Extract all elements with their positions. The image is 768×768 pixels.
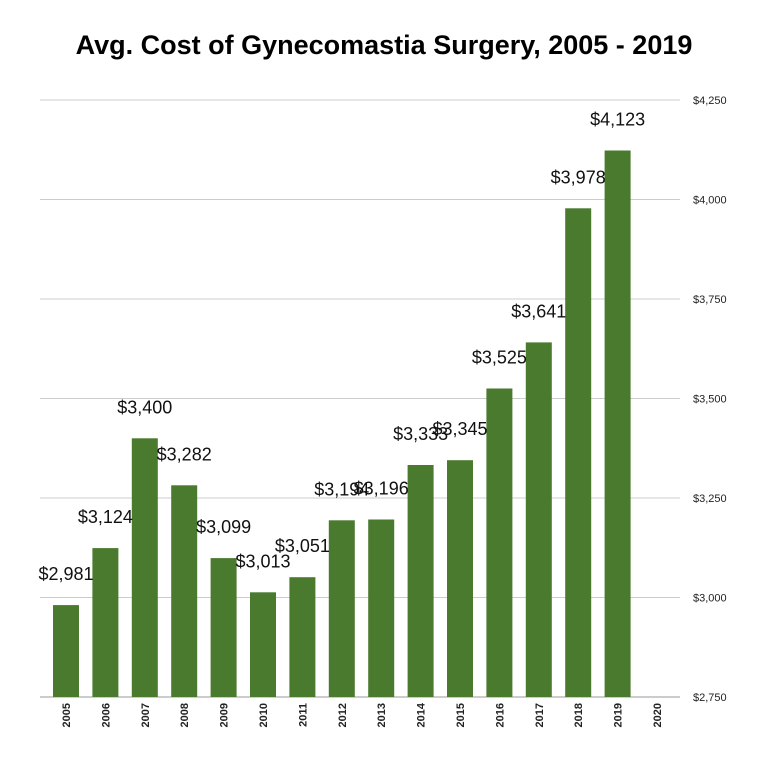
bar-2005 [53,605,79,697]
data-label-2019: $4,123 [590,110,645,130]
chart-title: Avg. Cost of Gynecomastia Surgery, 2005 … [75,30,693,60]
y-tick-label: $3,000 [693,593,727,605]
bar-2007 [131,438,158,697]
x-tick-label-2016: 2016 [494,703,506,727]
bars [53,150,631,698]
data-label-2011: $3,051 [275,536,330,556]
bar-2017 [525,342,552,697]
data-label-2006: $3,124 [78,507,133,527]
bar-2016 [486,388,513,697]
x-tick-label-2008: 2008 [179,703,191,727]
data-label-2015: $3,345 [432,419,487,439]
y-tick-label: $3,250 [693,493,727,505]
bar-2008 [171,485,198,697]
y-tick-label: $4,250 [693,95,727,107]
x-tick-label-2014: 2014 [416,702,428,727]
bar-2015 [447,460,473,697]
bar-2018 [565,208,592,698]
data-label-2008: $3,282 [157,444,212,464]
data-label-2009: $3,099 [196,517,251,537]
bar-2010 [250,592,276,697]
data-label-2018: $3,978 [551,167,606,187]
x-tick-label-2005: 2005 [61,703,73,727]
x-tick-label-2011: 2011 [297,703,309,727]
data-label-2007: $3,400 [117,397,172,417]
y-tick-label: $4,000 [693,195,727,207]
data-label-2012: $3,194 [314,479,369,499]
bar-2009 [210,558,237,697]
x-tick-label-2018: 2018 [573,703,585,727]
x-tick-label-2009: 2009 [219,703,231,727]
y-tick-label: $3,750 [693,294,727,306]
data-label-2016: $3,525 [472,348,527,368]
data-label-2013: $3,196 [354,479,409,499]
x-tick-label-2007: 2007 [140,703,152,727]
bar-2014 [407,465,434,697]
x-axis-ticks: 2005 2006 2007 2008 2009 2010 2011 2012 2013 2014… [61,702,664,727]
data-label-2014: $3,333 [393,424,448,444]
bar-2006 [92,548,119,697]
x-tick-label-2006: 2006 [100,703,112,727]
x-tick-label-2015: 2015 [455,703,467,727]
x-tick-label-2020: 2020 [652,703,664,727]
x-tick-label-2012: 2012 [337,703,349,727]
bar-2012 [328,520,355,697]
x-tick-label-2019: 2019 [613,703,625,727]
x-tick-label-2017: 2017 [534,703,546,727]
x-tick-label-2013: 2013 [376,703,388,727]
data-label-2017: $3,641 [511,301,566,321]
y-tick-label: $3,500 [693,394,727,406]
data-labels: $2,981 $3,124 $3,400 $3,282 $3,099 $3,013$3,0… [38,110,645,585]
y-axis-ticks: $2,750 $3,000 $3,250 $3,500 $3,750 $4,000 $4,2… [693,95,727,704]
bar-2019 [604,150,631,697]
bar-2013 [368,519,395,697]
y-tick-label: $2,750 [693,692,727,704]
x-tick-label-2010: 2010 [258,703,270,727]
data-label-2010: $3,013 [235,551,290,571]
data-label-2005: $2,981 [38,564,93,584]
bar-2011 [289,577,316,697]
